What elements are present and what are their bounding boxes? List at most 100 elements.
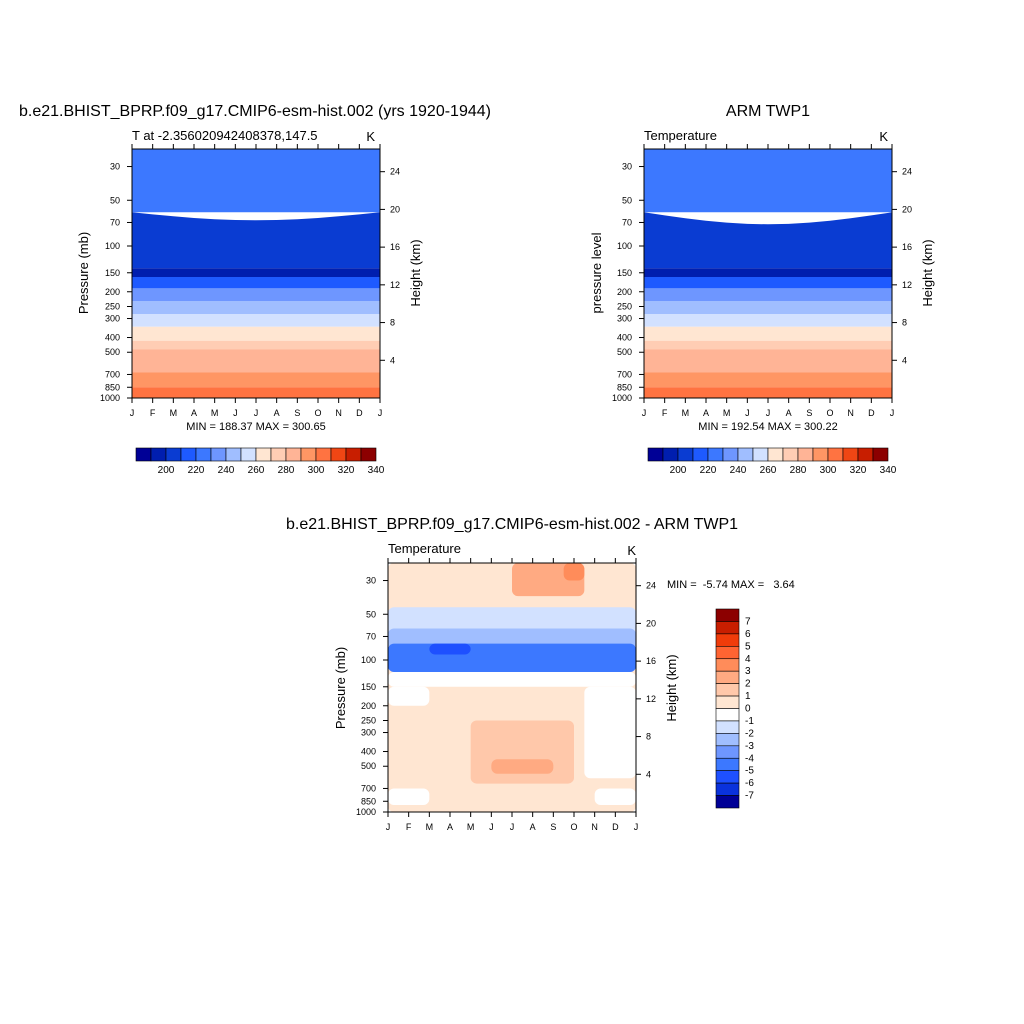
- x-tick-label: S: [550, 822, 556, 832]
- colorbar-label: 220: [700, 465, 717, 476]
- colorbar-swatch: [180, 447, 197, 462]
- y-tick-label: 150: [361, 682, 376, 692]
- x-tick-label: M: [426, 822, 434, 832]
- x-tick-label: A: [786, 408, 792, 418]
- colorbar-swatch: [715, 621, 740, 635]
- y-tick-label: 50: [622, 195, 632, 205]
- colorbar-swatch: [285, 447, 302, 462]
- x-tick-label: M: [682, 408, 690, 418]
- x-tick-label: N: [591, 822, 598, 832]
- colorbar-swatch: [195, 447, 212, 462]
- colorbar-swatch: [737, 447, 754, 462]
- y2-tick-label: 24: [390, 167, 400, 177]
- y2-tick-label: 8: [390, 318, 395, 328]
- panel-obs-plot: J F M A M J J A S O N D J 30 50 70 100 150 200 250 300 400 500…: [612, 144, 912, 418]
- colorbar-label: 3: [745, 666, 751, 677]
- contour-region: [594, 788, 636, 806]
- x-tick-label: M: [467, 822, 475, 832]
- colorbar-swatch: [715, 658, 740, 672]
- y-tick-label: 400: [617, 333, 632, 343]
- contour-band: [132, 288, 380, 301]
- y-tick-label: 850: [617, 382, 632, 392]
- x-tick-label: M: [723, 408, 731, 418]
- colorbar-label: 0: [745, 704, 751, 715]
- colorbar-model: 200 220 240 260 280 300 320 340: [135, 447, 385, 476]
- colorbar-swatch: [135, 447, 152, 462]
- contour-band: [132, 349, 380, 373]
- panel-diff: b.e21.BHIST_BPRP.f09_g17.CMIP6-esm-hist.…: [286, 516, 795, 832]
- colorbar-label: 320: [850, 465, 867, 476]
- y-tick-label: 500: [617, 347, 632, 357]
- x-tick-label: J: [745, 408, 750, 418]
- x-tick-label: N: [335, 408, 342, 418]
- y2-tick-label: 24: [646, 581, 656, 591]
- colorbar-swatch: [210, 447, 227, 462]
- colorbar-label: 300: [308, 465, 325, 476]
- x-tick-label: N: [847, 408, 854, 418]
- colorbar-label: 240: [730, 465, 747, 476]
- contour-region: [388, 686, 430, 706]
- y-tick-label: 100: [361, 655, 376, 665]
- contour-region: [388, 672, 636, 687]
- x-tick-label: O: [314, 408, 321, 418]
- x-tick-label: J: [233, 408, 238, 418]
- y-tick-label: 250: [361, 715, 376, 725]
- colorbar-diff: 7 65 43 21 0-1-2 -3-4 -5-6 -7: [715, 608, 754, 809]
- x-tick-label: D: [612, 822, 619, 832]
- y2-tick-label: 20: [646, 618, 656, 628]
- y-tick-label: 850: [361, 796, 376, 806]
- y2-tick-label: 4: [390, 355, 395, 365]
- panel-model-left-label: T at -2.356020942408378,147.5: [132, 128, 318, 143]
- y-tick-label: 30: [366, 576, 376, 586]
- colorbar-label: 200: [158, 465, 175, 476]
- x-tick-label: A: [274, 408, 280, 418]
- y-tick-label: 500: [361, 761, 376, 771]
- contour-band: [644, 300, 892, 314]
- contour-band: [644, 387, 892, 398]
- colorbar-swatch: [240, 447, 257, 462]
- colorbar-label: 340: [368, 465, 385, 476]
- contour-region: [584, 686, 636, 779]
- colorbar-swatch: [300, 447, 317, 462]
- x-tick-label: J: [890, 408, 895, 418]
- colorbar-label: 260: [760, 465, 777, 476]
- contour-band: [644, 349, 892, 373]
- contour-band: [644, 288, 892, 301]
- y-tick-label: 100: [105, 241, 120, 251]
- colorbar-label: 280: [278, 465, 295, 476]
- panel-obs: ARM TWP1 Temperature K J F M A M J J A S O N D J 30 50…: [589, 103, 935, 476]
- y-tick-label: 150: [617, 268, 632, 278]
- panel-model-title: b.e21.BHIST_BPRP.f09_g17.CMIP6-esm-hist.…: [19, 103, 491, 120]
- y2-tick-label: 16: [390, 242, 400, 252]
- y-tick-label: 300: [617, 314, 632, 324]
- x-tick-label: J: [642, 408, 647, 418]
- contour-band: [132, 300, 380, 314]
- colorbar-label: 340: [880, 465, 897, 476]
- colorbar-swatch: [165, 447, 182, 462]
- y-tick-label: 500: [105, 347, 120, 357]
- y-tick-label: 200: [361, 701, 376, 711]
- contour-region: [429, 643, 471, 655]
- contour-band: [132, 277, 380, 289]
- y-tick-label: 50: [110, 195, 120, 205]
- y2-tick-label: 8: [646, 732, 651, 742]
- x-tick-label: F: [150, 408, 156, 418]
- y2-tick-label: 8: [902, 318, 907, 328]
- colorbar-swatch: [722, 447, 739, 462]
- colorbar-swatch: [715, 782, 740, 796]
- contour-band: [644, 149, 892, 213]
- colorbar-label: 220: [188, 465, 205, 476]
- colorbar-swatch: [315, 447, 332, 462]
- colorbar-swatch: [827, 447, 844, 462]
- colorbar-swatch: [677, 447, 694, 462]
- y-tick-label: 850: [105, 382, 120, 392]
- colorbar-label: 1: [745, 691, 751, 702]
- colorbar-label: 5: [745, 641, 751, 652]
- panel-model-y2-axis-label: Height (km): [408, 239, 423, 306]
- x-tick-label: D: [868, 408, 875, 418]
- colorbar-swatch: [782, 447, 799, 462]
- y2-tick-label: 4: [646, 769, 651, 779]
- colorbar-swatch: [715, 670, 740, 684]
- colorbar-swatch: [857, 447, 874, 462]
- colorbar-swatch: [715, 695, 740, 709]
